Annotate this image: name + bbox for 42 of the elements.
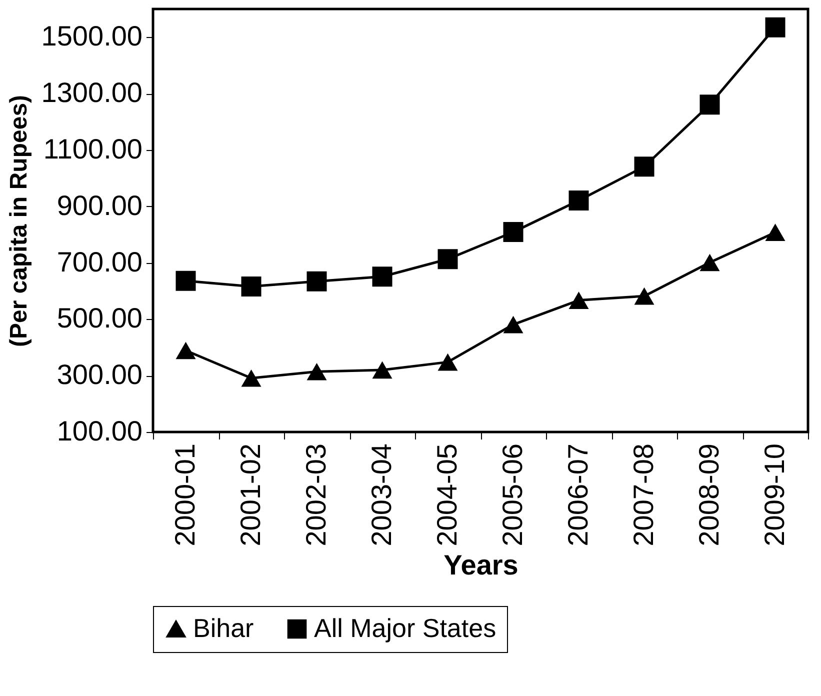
point bbox=[438, 353, 458, 371]
point bbox=[700, 254, 720, 272]
point bbox=[176, 342, 196, 360]
point bbox=[634, 287, 654, 305]
y-tick-label: 700.00 bbox=[56, 246, 142, 278]
x-tick-label: 2008-09 bbox=[693, 444, 724, 546]
point bbox=[372, 266, 392, 287]
x-tick-label: 2000-01 bbox=[169, 444, 200, 546]
x-tick-label: 2003-04 bbox=[366, 444, 397, 546]
x-tick-label: 2005-06 bbox=[496, 444, 528, 546]
point bbox=[568, 190, 589, 210]
y-tick-label: 100.00 bbox=[56, 416, 142, 446]
point bbox=[700, 94, 720, 115]
y-tick-label: 1500.00 bbox=[41, 20, 142, 52]
point bbox=[765, 224, 786, 242]
legend-label: All Major States bbox=[314, 613, 496, 643]
y-tick-label: 900.00 bbox=[56, 190, 142, 221]
y-tick-label: 1300.00 bbox=[41, 77, 142, 108]
x-tick-label: 2006-07 bbox=[562, 444, 594, 546]
point bbox=[241, 369, 262, 387]
point bbox=[372, 361, 392, 379]
y-tick-label: 1100.00 bbox=[43, 134, 142, 164]
x-tick-label: 2007-08 bbox=[628, 444, 659, 546]
point bbox=[503, 316, 524, 334]
legend-label: Bihar bbox=[193, 613, 254, 643]
y-axis-title: (Per capita in Rupees) bbox=[5, 94, 32, 348]
point bbox=[306, 271, 327, 292]
point bbox=[765, 17, 786, 38]
x-tick-label: 2009-10 bbox=[758, 444, 790, 546]
point bbox=[438, 249, 458, 270]
point bbox=[176, 270, 196, 291]
point bbox=[306, 362, 327, 380]
x-tick-label: 2004-05 bbox=[431, 444, 462, 546]
y-tick-label: 500.00 bbox=[56, 302, 142, 334]
y-tick-label: 300.00 bbox=[56, 359, 142, 390]
point bbox=[241, 276, 262, 296]
point bbox=[503, 222, 524, 242]
point bbox=[568, 292, 589, 309]
x-axis-title: Years bbox=[444, 549, 518, 580]
x-tick-label: 2002-03 bbox=[300, 444, 332, 546]
point bbox=[634, 156, 654, 177]
x-tick-label: 2001-02 bbox=[234, 444, 266, 546]
